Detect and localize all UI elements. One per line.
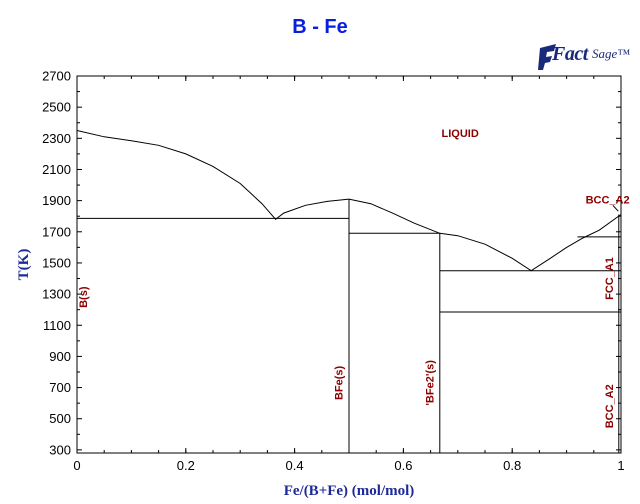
phase-label-5: FCC_A1 [604, 257, 616, 300]
y-tick-label: 1300 [42, 287, 71, 302]
factsage-logo: Fact Sage™ [537, 40, 631, 74]
y-tick-label: 500 [49, 411, 71, 426]
bcc-pointer-line [612, 204, 619, 212]
y-tick-label: 900 [49, 349, 71, 364]
y-tick-label: 2100 [42, 162, 71, 177]
x-tick-label: 0.4 [286, 458, 304, 473]
y-tick-label: 300 [49, 442, 71, 457]
y-tick-label: 1500 [42, 255, 71, 270]
y-tick-label: 2500 [42, 100, 71, 115]
y-tick-label: 2700 [42, 69, 71, 84]
x-tick-label: 0 [73, 458, 80, 473]
liquidus-curve [76, 130, 622, 272]
phase-label-3: BFe(s) [334, 365, 346, 400]
x-tick-label: 1 [617, 458, 624, 473]
phase-label-0: LIQUID [442, 128, 479, 140]
x-tick-label: 0.6 [394, 458, 412, 473]
phase-label-2: B(s) [78, 286, 90, 308]
y-tick-label: 700 [49, 380, 71, 395]
phase-label-4: 'BFe2'(s) [424, 360, 436, 406]
logo-sage-text: Sage™ [592, 46, 631, 61]
phase-label-1: BCC_A2 [586, 195, 630, 207]
x-tick-label: 0.2 [177, 458, 195, 473]
logo-fact-text: Fact [552, 43, 588, 65]
y-tick-label: 1700 [42, 224, 71, 239]
factsage-mark-icon [538, 44, 556, 70]
x-axis-label: Fe/(B+Fe) (mol/mol) [284, 483, 415, 499]
x-tick-label: 0.8 [503, 458, 521, 473]
y-axis-label: T(K) [16, 249, 32, 281]
phase-label-6: BCC_A2 [604, 384, 616, 428]
chart-title: B - Fe [292, 16, 348, 38]
y-tick-label: 1900 [42, 193, 71, 208]
y-tick-label: 1100 [43, 318, 71, 333]
y-tick-label: 2300 [42, 131, 71, 146]
